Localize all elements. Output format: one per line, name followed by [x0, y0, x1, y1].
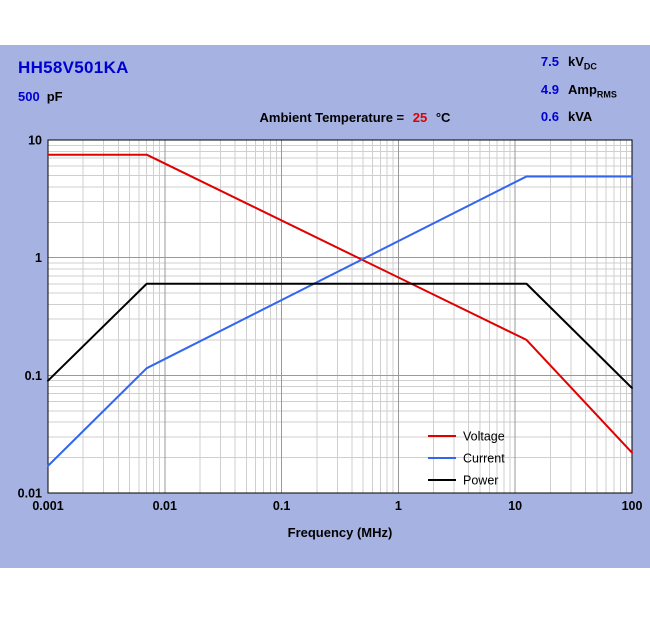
x-tick-labels: 0.001 0.01 0.1 1 10 100	[32, 499, 642, 513]
rating-row-current: 4.9 AmpRMS	[533, 81, 617, 104]
chart-panel: HH58V501KA 500 pF 7.5 kVDC 4.9 AmpRMS 0.6…	[0, 45, 650, 568]
svg-text:0.1: 0.1	[273, 499, 290, 513]
y-tick-labels: 0.01 0.1 1 10	[18, 134, 42, 501]
rating-row-power: 0.6 kVA	[533, 108, 617, 131]
ambient-label: Ambient Temperature =	[259, 110, 405, 125]
x-axis-label: Frequency (MHz)	[288, 525, 393, 540]
rating-row-voltage: 7.5 kVDC	[533, 53, 617, 76]
ratings-block: 7.5 kVDC 4.9 AmpRMS 0.6 kVA	[533, 53, 617, 136]
ambient-unit: °C	[435, 110, 451, 125]
svg-text:0.01: 0.01	[18, 487, 42, 501]
svg-text:1: 1	[35, 251, 42, 265]
ambient-temperature: Ambient Temperature = 25 °C	[60, 110, 650, 125]
grid	[48, 140, 632, 493]
part-number: HH58V501KA	[18, 58, 129, 77]
svg-text:10: 10	[508, 499, 522, 513]
capacitance-value: 500	[18, 89, 40, 104]
series-power	[47, 282, 633, 390]
rating-value: 7.5	[540, 54, 559, 69]
rating-unit: kVDC	[568, 54, 597, 72]
capacitance-unit: pF	[46, 89, 63, 104]
legend-label-power: Power	[463, 474, 498, 488]
svg-text:0.01: 0.01	[153, 499, 177, 513]
plot-border	[47, 139, 633, 494]
svg-text:0.001: 0.001	[32, 499, 63, 513]
ambient-value: 25	[412, 110, 428, 125]
svg-text:1: 1	[395, 499, 402, 513]
rating-unit: kVA	[568, 109, 593, 125]
legend: Voltage Current Power	[428, 430, 505, 488]
svg-text:100: 100	[622, 499, 643, 513]
plot-area	[48, 140, 632, 493]
legend-label-voltage: Voltage	[463, 430, 505, 444]
rating-unit: AmpRMS	[568, 81, 617, 100]
series-current	[47, 175, 633, 467]
svg-text:10: 10	[28, 134, 42, 148]
rating-value: 0.6	[540, 109, 559, 125]
svg-text:0.1: 0.1	[25, 369, 42, 383]
series-voltage	[47, 153, 633, 454]
rating-value: 4.9	[540, 81, 559, 97]
capacitance: 500 pF	[18, 89, 63, 104]
legend-label-current: Current	[463, 452, 505, 466]
